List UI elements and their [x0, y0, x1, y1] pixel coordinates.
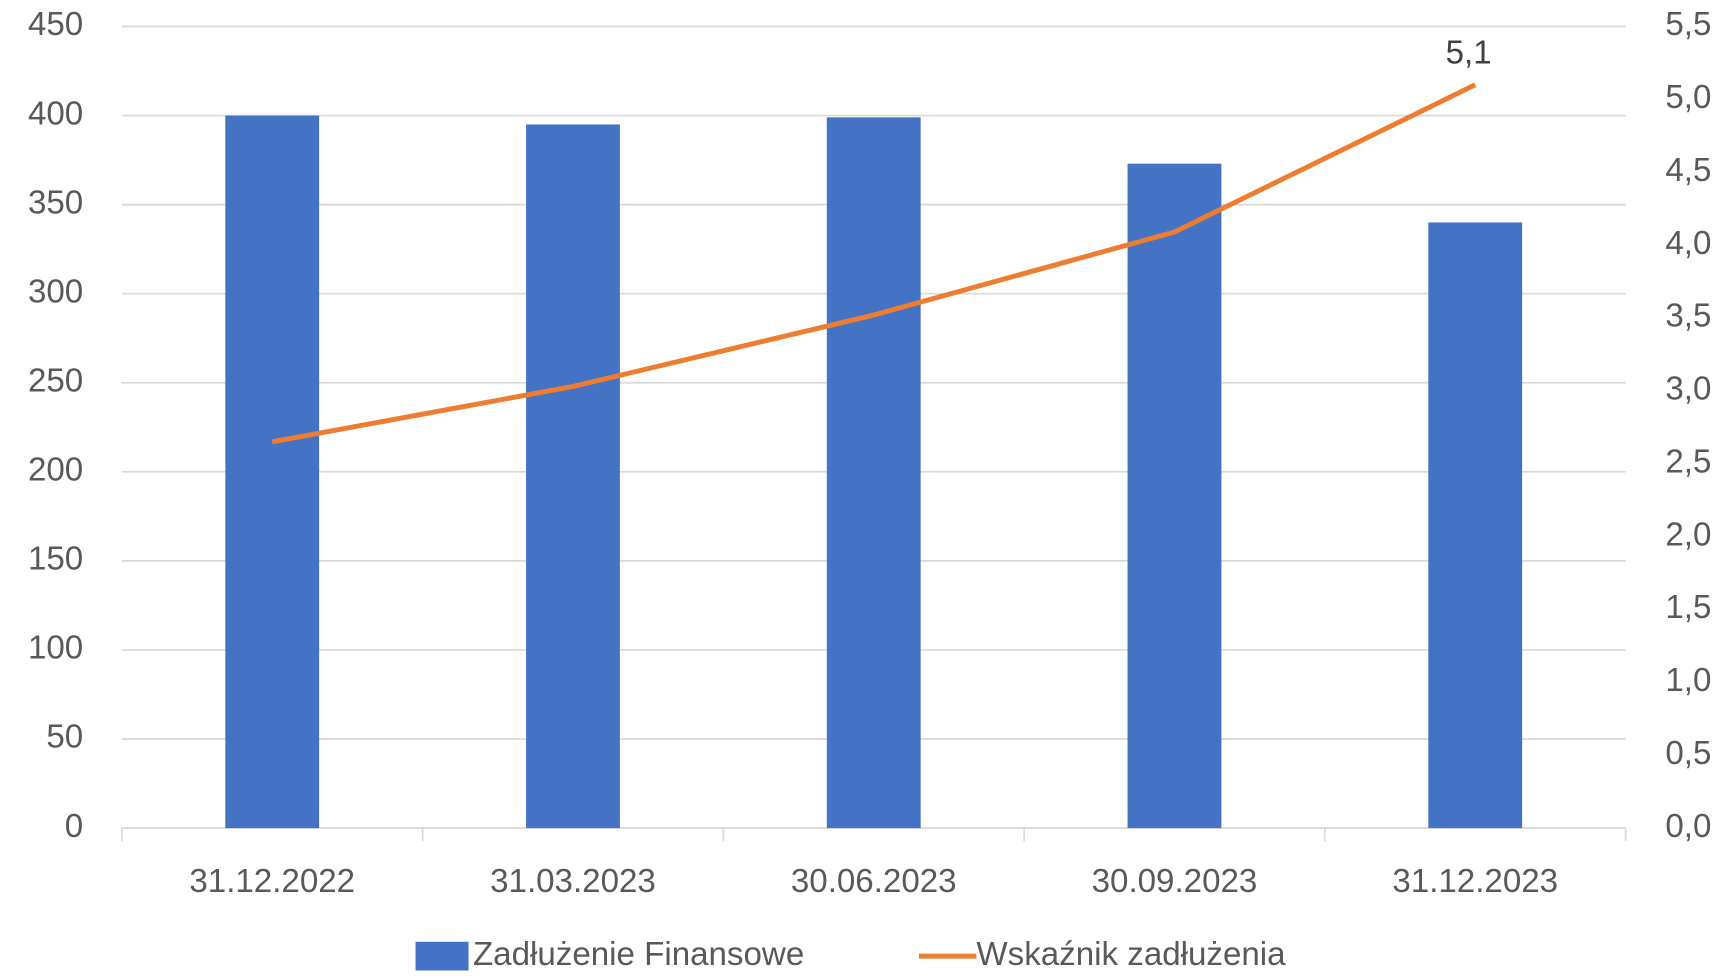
data-label: 5,1 — [1446, 35, 1492, 72]
y-tick-label: 150 — [28, 541, 83, 578]
y-tick-label: 350 — [28, 184, 83, 221]
bar — [225, 115, 320, 829]
y2-tick-label: 5,0 — [1665, 79, 1711, 116]
y2-tick-label: 2,5 — [1665, 443, 1711, 480]
y-tick-label: 100 — [28, 630, 83, 667]
y2-tick-label: 2,0 — [1665, 516, 1711, 553]
y2-tick-label: 1,5 — [1665, 589, 1711, 626]
y2-tick-label: 4,5 — [1665, 152, 1711, 189]
legend-label: Wskaźnik zadłużenia — [976, 936, 1286, 973]
bar — [1127, 163, 1222, 829]
bar — [526, 124, 620, 829]
x-tick-label: 30.09.2023 — [1092, 863, 1258, 900]
y-tick-label: 0 — [65, 808, 83, 845]
y-tick-label: 400 — [28, 95, 83, 132]
line — [271, 82, 1477, 445]
x-tick-label: 31.03.2023 — [490, 863, 656, 900]
legend-swatch — [415, 941, 469, 971]
y-tick-label: 300 — [28, 273, 83, 310]
bar — [1428, 222, 1523, 829]
legend-label: Zadłużenie Finansowe — [473, 936, 804, 973]
y-tick-label: 250 — [28, 362, 83, 399]
y2-tick-label: 4,0 — [1665, 225, 1711, 262]
y2-tick-label: 0,0 — [1665, 808, 1711, 845]
y2-tick-label: 1,0 — [1665, 662, 1711, 699]
bar — [826, 117, 921, 829]
y2-tick-label: 5,5 — [1665, 6, 1711, 43]
y2-tick-label: 3,5 — [1665, 298, 1711, 335]
x-tick-label: 31.12.2023 — [1392, 863, 1558, 900]
x-tick-label: 30.06.2023 — [791, 863, 957, 900]
y2-tick-label: 0,5 — [1665, 735, 1711, 772]
y-tick-label: 450 — [28, 6, 83, 43]
y2-tick-label: 3,0 — [1665, 371, 1711, 408]
y-tick-label: 200 — [28, 452, 83, 489]
x-tick-label: 31.12.2022 — [189, 863, 355, 900]
y-tick-label: 50 — [46, 719, 83, 756]
